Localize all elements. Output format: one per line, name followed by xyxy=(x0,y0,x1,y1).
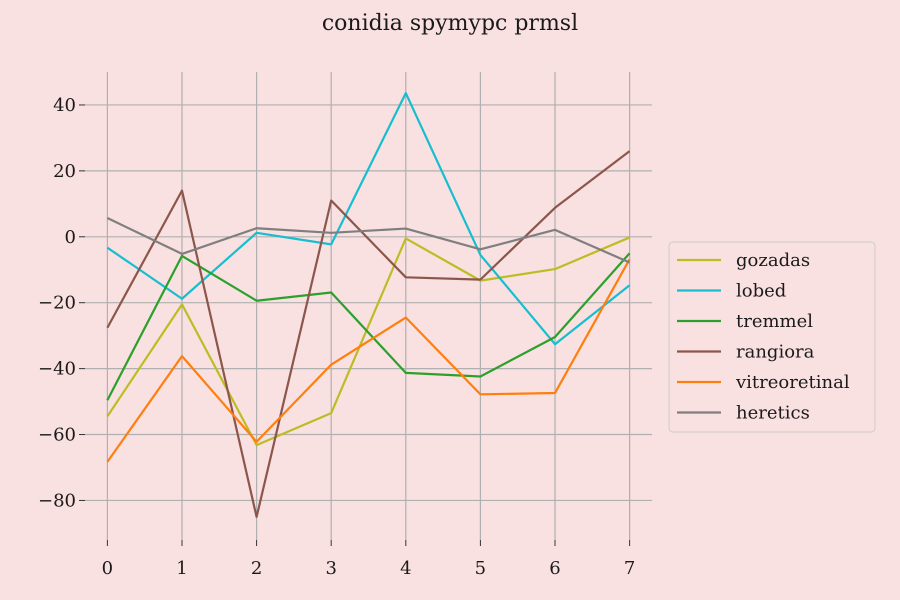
x-tick-label: 1 xyxy=(176,558,187,579)
y-tick-label: 40 xyxy=(53,95,76,116)
legend-label-rangiora: rangiora xyxy=(736,342,815,363)
series-line-vitreoretinal xyxy=(106,258,631,463)
series-line-gozadas xyxy=(106,236,631,447)
legend-label-heretics: heretics xyxy=(736,403,810,424)
legend-label-lobed: lobed xyxy=(736,281,786,302)
y-tick-label: −20 xyxy=(38,293,76,314)
y-axis-ticks: 40 20 0 −20 −40 −60 −80 xyxy=(38,95,85,511)
x-tick-label: 5 xyxy=(475,558,486,579)
grid xyxy=(85,72,652,540)
legend-label-gozadas: gozadas xyxy=(736,250,810,271)
series-line-tremmel xyxy=(106,252,631,401)
y-tick-label: −60 xyxy=(38,425,76,446)
y-tick-label: −40 xyxy=(38,359,76,380)
x-tick-label: 4 xyxy=(400,558,411,579)
series-lines xyxy=(106,91,631,519)
chart-title: conidia spymypc prmsl xyxy=(322,11,578,36)
series-line-heretics xyxy=(106,217,631,264)
x-tick-label: 0 xyxy=(102,558,113,579)
y-tick-label: 0 xyxy=(65,227,76,248)
legend: gozadas lobed tremmel rangiora vitreoretinal… xyxy=(668,241,876,433)
series-line-lobed xyxy=(106,91,631,346)
x-tick-label: 3 xyxy=(325,558,336,579)
x-tick-label: 6 xyxy=(549,558,560,579)
legend-items: gozadas lobed tremmel rangiora vitreoretinal… xyxy=(677,250,850,424)
x-tick-label: 2 xyxy=(251,558,262,579)
legend-label-tremmel: tremmel xyxy=(736,311,813,332)
y-tick-label: −80 xyxy=(38,490,76,511)
y-tick-label: 20 xyxy=(53,161,76,182)
x-axis-ticks: 0 1 2 3 4 5 6 7 xyxy=(102,540,635,579)
x-tick-label: 7 xyxy=(624,558,635,579)
series-line-rangiora xyxy=(106,150,631,519)
legend-label-vitreoretinal: vitreoretinal xyxy=(735,372,850,393)
